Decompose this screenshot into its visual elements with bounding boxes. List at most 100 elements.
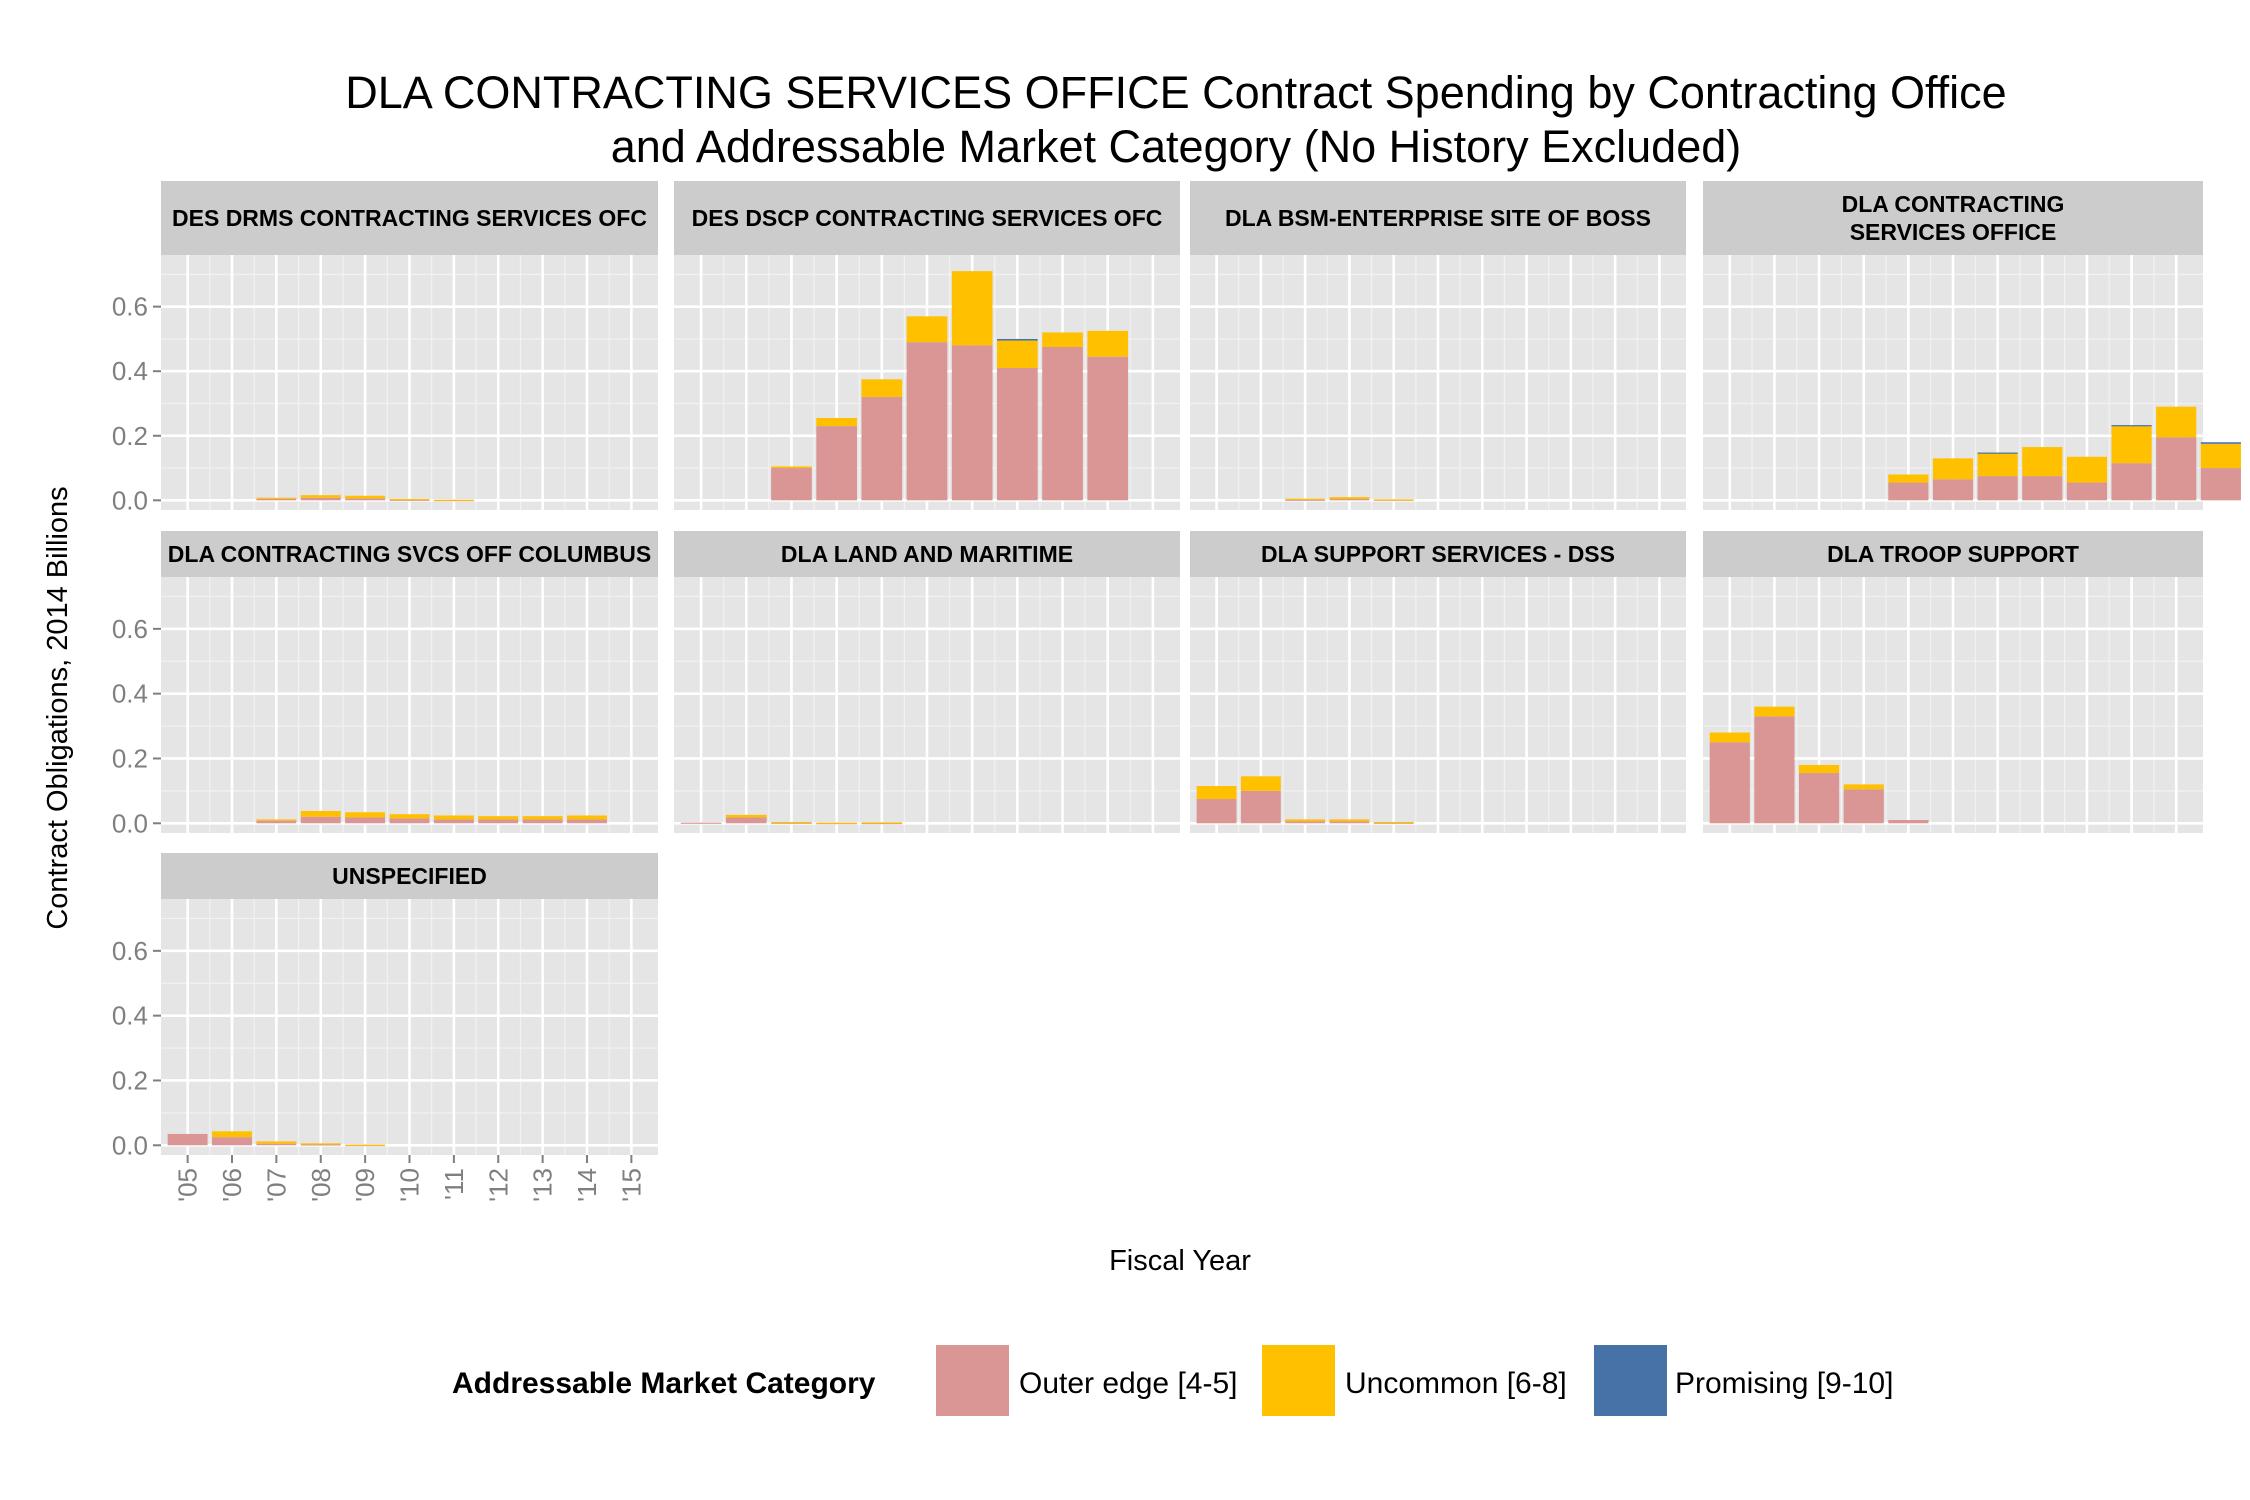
x-axis-label: Fiscal Year (1109, 1245, 1251, 1277)
bar-segment-uncommon (300, 810, 341, 817)
facet-panel: DLA BSM-ENTERPRISE SITE OF BOSS (1190, 181, 1686, 510)
bar-segment-uncommon (725, 814, 767, 818)
bar-segment-uncommon (861, 379, 903, 398)
facet-panel: DES DSCP CONTRACTING SERVICES OFC (674, 181, 1180, 510)
bar-segment-outer (478, 819, 519, 824)
x-tick-label: '09 (350, 1168, 380, 1202)
bar-segment-uncommon (2200, 443, 2241, 469)
bar-segment-outer (1042, 346, 1083, 501)
bar-segment-uncommon (478, 816, 519, 820)
y-tick-label: 0.6 (112, 614, 148, 644)
bar-segment-uncommon (300, 495, 341, 498)
bar-segment-outer (906, 342, 948, 501)
bar-segment-uncommon (1709, 732, 1750, 743)
y-tick-label: 0.4 (112, 1001, 148, 1031)
bar-segment-outer (1977, 476, 2018, 501)
y-axis-label: Contract Obligations, 2014 Billions (42, 486, 74, 929)
bar-segment-uncommon (1888, 474, 1929, 483)
facet-strip-label: DES DSCP CONTRACTING SERVICES OFC (692, 205, 1163, 231)
bar-segment-outer (725, 817, 767, 824)
bar-segment-outer (300, 497, 341, 501)
bar-segment-outer (997, 367, 1038, 501)
facet-strip (161, 181, 658, 255)
facet-panel: DES DRMS CONTRACTING SERVICES OFC 0.0 0.2 0… (112, 181, 658, 515)
bar-segment-outer (1240, 790, 1281, 824)
bar-segment-uncommon (2066, 456, 2108, 483)
bar-segment-outer (300, 816, 341, 824)
bar-segment-outer (1888, 820, 1929, 824)
bar-segment-uncommon (2156, 406, 2197, 438)
facet-panel: DLA SUPPORT SERVICES - DSS (1190, 531, 1686, 833)
x-tick-label: '06 (217, 1168, 247, 1202)
bar-segment-promising (2111, 425, 2152, 427)
bar-segment-outer (433, 819, 474, 824)
bar-segment-uncommon (1285, 819, 1326, 822)
bar-segment-outer (2200, 468, 2241, 501)
bar-segment-uncommon (2111, 426, 2152, 464)
x-tick-label: '11 (439, 1168, 469, 1200)
facet-strip (1190, 181, 1686, 255)
bar-segment-uncommon (256, 819, 297, 821)
bar-segment-outer (1196, 798, 1237, 824)
bar-segment-outer (2066, 482, 2108, 501)
bar-segment-outer (256, 820, 297, 824)
facet-strip-label: SERVICES OFFICE (1850, 219, 2057, 245)
bar-segment-uncommon (433, 815, 474, 820)
bar-segment-uncommon (1843, 784, 1884, 790)
facet-strip-label: DLA TROOP SUPPORT (1827, 541, 2079, 567)
legend-swatch (1594, 1345, 1667, 1416)
facet-strip (674, 531, 1180, 577)
bar-segment-uncommon (816, 418, 857, 427)
bar-segment-uncommon (522, 816, 563, 820)
bar-segment-outer (1373, 822, 1414, 824)
legend-entry-label: Uncommon [6-8] (1345, 1367, 1567, 1400)
facet-strip (161, 531, 658, 577)
bar-segment-outer (2156, 437, 2197, 501)
bar-segment-uncommon (1754, 706, 1795, 717)
bar-segment-outer (1754, 716, 1795, 824)
bar-segment-uncommon (771, 821, 812, 824)
bar-segment-uncommon (997, 340, 1038, 368)
x-tick-label: '13 (528, 1168, 558, 1202)
facet-strip-label: DLA CONTRACTING (1842, 191, 2065, 217)
bar-segment-uncommon (433, 499, 474, 501)
bar-segment-outer (771, 822, 812, 824)
y-tick-label: 0.6 (112, 936, 148, 966)
bar-segment-outer (1285, 821, 1326, 824)
bar-segment-outer (1932, 479, 1974, 501)
bar-segment-outer (256, 498, 297, 501)
facet-strip (161, 853, 658, 899)
bar-segment-promising (1977, 452, 2018, 454)
bar-segment-uncommon (389, 814, 430, 819)
legend-entry-label: Outer edge [4-5] (1019, 1367, 1237, 1400)
bar-segment-uncommon (906, 316, 948, 343)
bar-segment-uncommon (861, 822, 903, 824)
bar-segment-uncommon (300, 1143, 341, 1145)
bar-segment-outer (345, 817, 386, 824)
bar-segment-outer (1285, 499, 1326, 501)
bar-segment-uncommon (816, 822, 857, 824)
bar-segment-outer (1798, 773, 1840, 824)
x-tick-label: '08 (306, 1168, 336, 1202)
bar-segment-uncommon (1977, 453, 2018, 477)
legend-swatch (936, 1345, 1009, 1416)
bar-segment-uncommon (1087, 330, 1129, 357)
panels-layer: DES DRMS CONTRACTING SERVICES OFC 0.0 0.2 0… (112, 181, 2241, 1202)
facet-panel: UNSPECIFIED 0.0 0.2 0.4 0.6 '05 '06 '07 '08 '09 '1… (112, 853, 658, 1202)
bar-segment-outer (167, 1133, 208, 1146)
chart-title-line1: DLA CONTRACTING SERVICES OFFICE Contract… (345, 67, 2006, 118)
bar-segment-uncommon (345, 1144, 386, 1146)
bar-segment-uncommon (2022, 447, 2063, 477)
bar-segment-outer (861, 397, 903, 501)
facet-strip-label: DLA BSM-ENTERPRISE SITE OF BOSS (1225, 205, 1651, 231)
y-tick-label: 0.4 (112, 356, 148, 386)
bar-segment-uncommon (771, 466, 812, 469)
bar-segment-uncommon (1240, 776, 1281, 791)
bar-segment-outer (522, 819, 563, 824)
bar-segment-uncommon (1042, 332, 1083, 347)
bar-segment-outer (1329, 499, 1370, 501)
bar-segment-outer (1709, 742, 1750, 824)
bar-segment-outer (680, 822, 722, 824)
bar-segment-outer (816, 426, 857, 501)
x-tick-label: '15 (616, 1168, 646, 1202)
